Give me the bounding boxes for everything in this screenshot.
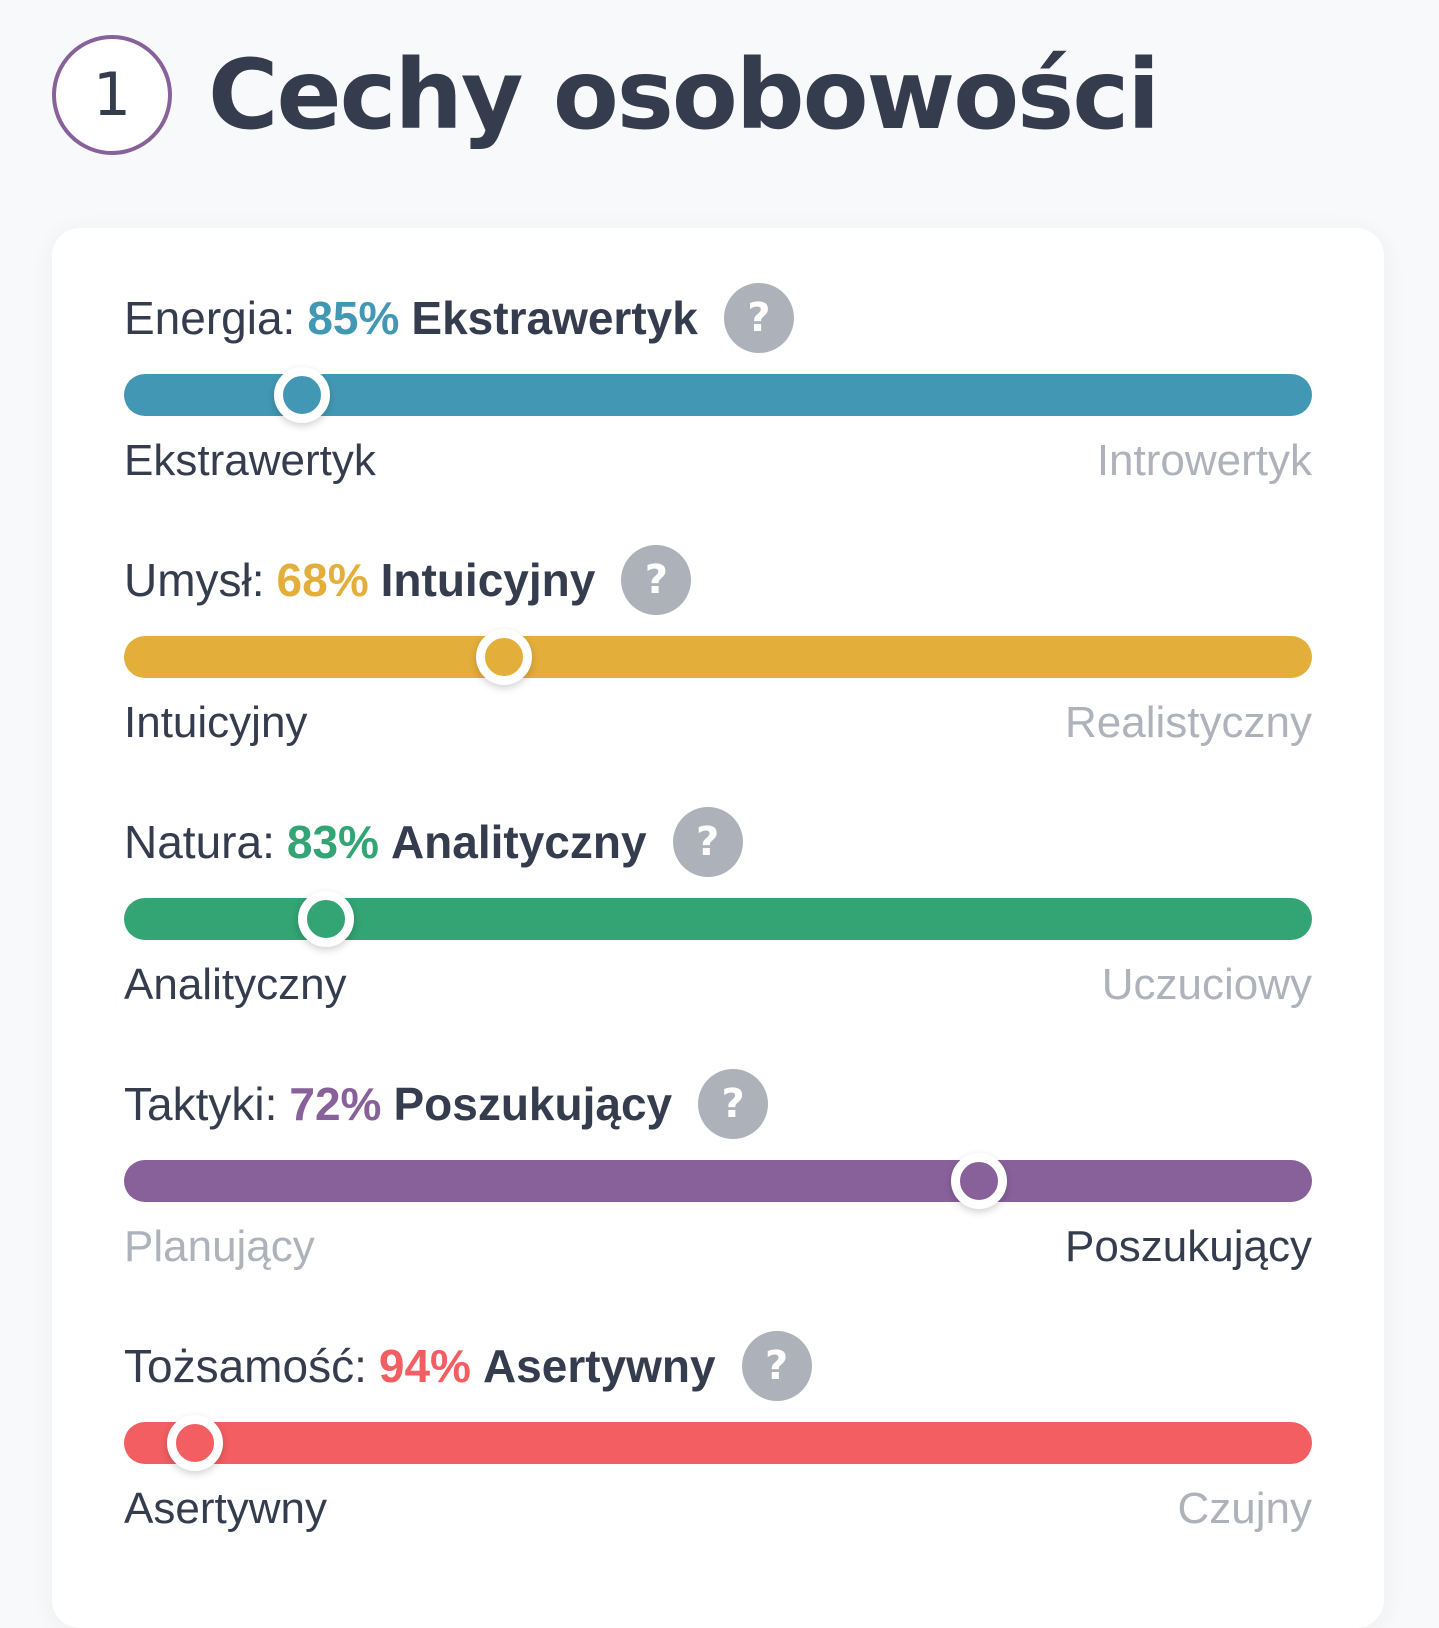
trait-energia: Energia: 85% Ekstrawertyk ? Ekstrawertyk… [124,228,1312,485]
pole-right-label: Uczuciowy [1101,960,1312,1009]
trait-name: Energia: [124,292,296,344]
question-icon[interactable]: ? [621,545,692,615]
question-icon[interactable]: ? [698,1069,769,1139]
pole-left-label: Asertywny [124,1484,327,1533]
trait-name: Taktyki: [124,1078,278,1130]
traits-card: Energia: 85% Ekstrawertyk ? Ekstrawertyk… [52,228,1384,1628]
trait-umysl: Umysł: 68% Intuicyjny ? Intuicyjny Reali… [124,490,1312,747]
trait-percent: 94% [378,1340,471,1392]
page-title: Cechy osobowości [208,39,1160,151]
trait-percent: 85% [307,292,400,344]
pole-left-label: Planujący [124,1222,315,1271]
trait-heading: Natura: 83% Analityczny ? [124,806,743,878]
trait-slider-track[interactable] [124,1153,1312,1209]
trait-taktyki: Taktyki: 72% Poszukujący ? Planujący Pos… [124,1014,1312,1271]
pole-left-label: Intuicyjny [124,698,308,747]
question-icon[interactable]: ? [723,283,794,353]
trait-heading: Energia: 85% Ekstrawertyk ? [124,282,794,354]
trait-result: Intuicyjny [380,554,596,606]
step-number-badge: 1 [52,35,172,155]
trait-slider-track[interactable] [124,1415,1312,1471]
trait-slider-track[interactable] [124,367,1312,423]
trait-result: Analityczny [390,816,647,868]
slider-knob[interactable] [274,367,331,423]
slider-knob[interactable] [297,891,354,947]
pole-left-label: Ekstrawertyk [124,436,376,485]
pole-right-label: Poszukujący [1064,1222,1312,1271]
pole-right-label: Realistyczny [1065,698,1312,747]
pole-right-label: Introwertyk [1096,436,1312,485]
question-icon[interactable]: ? [741,1331,812,1401]
trait-percent: 83% [286,816,379,868]
trait-tozsamosc: Tożsamość: 94% Asertywny ? Asertywny Czu… [124,1276,1312,1533]
trait-heading: Umysł: 68% Intuicyjny ? [124,544,692,616]
trait-name: Tożsamość: [124,1340,367,1392]
trait-slider-track[interactable] [124,891,1312,947]
slider-knob[interactable] [476,629,533,685]
trait-result: Asertywny [482,1340,716,1392]
trait-name: Umysł: [124,554,265,606]
trait-natura: Natura: 83% Analityczny ? Analityczny Uc… [124,752,1312,1009]
section-header: 1 Cechy osobowości [52,30,1160,160]
slider-knob[interactable] [167,1415,224,1471]
trait-percent: 72% [289,1078,382,1130]
trait-percent: 68% [276,554,369,606]
trait-name: Natura: [124,816,275,868]
trait-heading: Taktyki: 72% Poszukujący ? [124,1068,769,1140]
trait-slider-track[interactable] [124,629,1312,685]
pole-right-label: Czujny [1177,1484,1313,1533]
trait-heading: Tożsamość: 94% Asertywny ? [124,1330,812,1402]
trait-result: Poszukujący [393,1078,673,1130]
question-icon[interactable]: ? [672,807,743,877]
pole-left-label: Analityczny [124,960,347,1009]
slider-knob[interactable] [951,1153,1008,1209]
trait-result: Ekstrawertyk [411,292,698,344]
